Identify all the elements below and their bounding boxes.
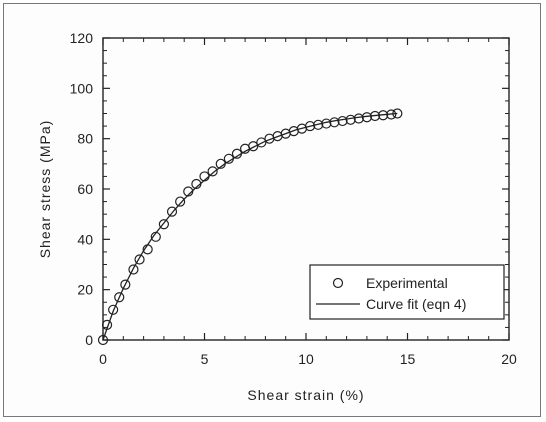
experimental-point [166,206,178,217]
experimental-point [191,178,202,190]
experimental-point [108,304,119,315]
x-tick-label: 5 [201,351,209,367]
experimental-point [150,231,161,242]
experimental-point [353,113,364,124]
y-tick-label: 120 [70,30,94,46]
experimental-point [199,171,210,182]
y-tick-label: 80 [77,131,93,147]
experimental-point [101,319,113,330]
x-tick-label: 10 [298,351,314,367]
y-tick-label: 40 [77,231,93,247]
x-axis-title: Shear strain (%) [247,387,364,403]
legend: Experimental Curve fit (eqn 4) [309,264,505,320]
experimental-point [361,112,372,123]
y-tick-label: 0 [85,332,93,348]
legend-box [309,264,505,320]
legend-label-curve-fit: Curve fit (eqn 4) [366,296,466,312]
y-tick-label: 100 [70,80,94,96]
experimental-point [329,117,340,128]
experimental-point [369,110,381,122]
experimental-point [128,264,139,275]
experimental-point [337,115,348,127]
experimental-point [386,109,397,120]
experimental-point [183,186,194,197]
experimental-point [175,196,186,207]
experimental-point [231,148,243,159]
experimental-point [321,118,332,129]
experimental-point [114,292,125,303]
experimental-point [158,219,169,230]
y-axis-title: Shear stress (MPa) [37,120,53,259]
experimental-point [378,110,389,121]
x-tick-label: 0 [99,351,107,367]
experimental-point [248,141,259,152]
experimental-point [304,120,316,132]
experimental-point [256,137,267,148]
experimental-point [223,153,234,164]
experimental-point [120,279,131,290]
experimental-point [97,334,109,346]
experimental-point [345,114,356,125]
y-tick-label: 20 [77,282,93,298]
experimental-point [215,158,226,169]
experimental-point [313,119,324,130]
x-tick-label: 20 [501,351,517,367]
legend-label-experimental: Experimental [366,275,448,291]
experimental-point [207,166,218,177]
experimental-point [134,254,145,265]
curve-fit-line [102,112,398,341]
chart-frame [3,3,541,417]
experimental-point [142,244,153,255]
y-tick-label: 60 [77,181,93,197]
x-tick-label: 15 [400,351,416,367]
experimental-point [392,108,403,119]
legend-marker-experimental [332,277,344,289]
